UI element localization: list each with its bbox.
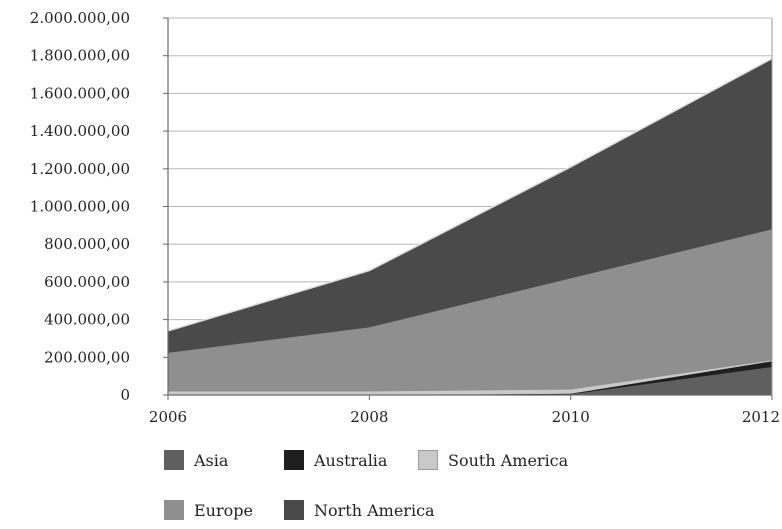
legend-item-asia: Asia (164, 450, 228, 470)
y-tick-label: 400.000,00 (44, 311, 130, 329)
legend-label-asia: Asia (194, 450, 229, 470)
x-tick-label: 2006 (149, 408, 187, 426)
x-tick-label: 2012 (742, 408, 780, 426)
y-tick-label: 200.000,00 (44, 348, 130, 366)
area-series (167, 57, 773, 396)
y-tick-label: 1.000.000,00 (30, 198, 130, 216)
x-axis-tick-labels: 2006 2008 2010 2012 (149, 408, 780, 426)
x-tick-label: 2010 (552, 408, 590, 426)
legend-item-europe: Europe (164, 500, 253, 520)
y-tick-label: 1.200.000,00 (30, 160, 130, 178)
y-tick-label: 600.000,00 (44, 273, 130, 291)
legend-swatch-europe (164, 500, 184, 520)
legend-swatch-australia (284, 450, 304, 470)
legend: Asia Australia South America Europe Nort… (160, 450, 720, 525)
legend-label-europe: Europe (194, 500, 253, 520)
x-tick-label: 2008 (350, 408, 388, 426)
y-tick-label: 1.600.000,00 (30, 84, 130, 102)
y-tick-label: 2.000.000,00 (30, 9, 130, 27)
legend-label-north-america: North America (314, 500, 435, 520)
legend-label-australia: Australia (314, 450, 388, 470)
y-tick-label: 800.000,00 (44, 235, 130, 253)
y-tick-label: 1.800.000,00 (30, 47, 130, 65)
y-tick-label: 0 (120, 386, 130, 404)
legend-item-north-america: North America (284, 500, 435, 520)
y-tick-label: 1.400.000,00 (30, 122, 130, 140)
legend-swatch-north-america (284, 500, 304, 520)
legend-swatch-south-america (418, 450, 438, 470)
legend-swatch-asia (164, 450, 184, 470)
legend-label-south-america: South America (448, 450, 569, 470)
y-axis-tick-labels: 0 200.000,00 400.000,00 600.000,00 800.000,0… (30, 9, 130, 404)
stack-top-outline (167, 57, 773, 332)
legend-item-south-america: South America (418, 450, 568, 470)
stacked-area-chart: 0 200.000,00 400.000,00 600.000,00 800.000,0… (30, 9, 780, 426)
legend-item-australia: Australia (284, 450, 387, 470)
axes (163, 17, 773, 400)
